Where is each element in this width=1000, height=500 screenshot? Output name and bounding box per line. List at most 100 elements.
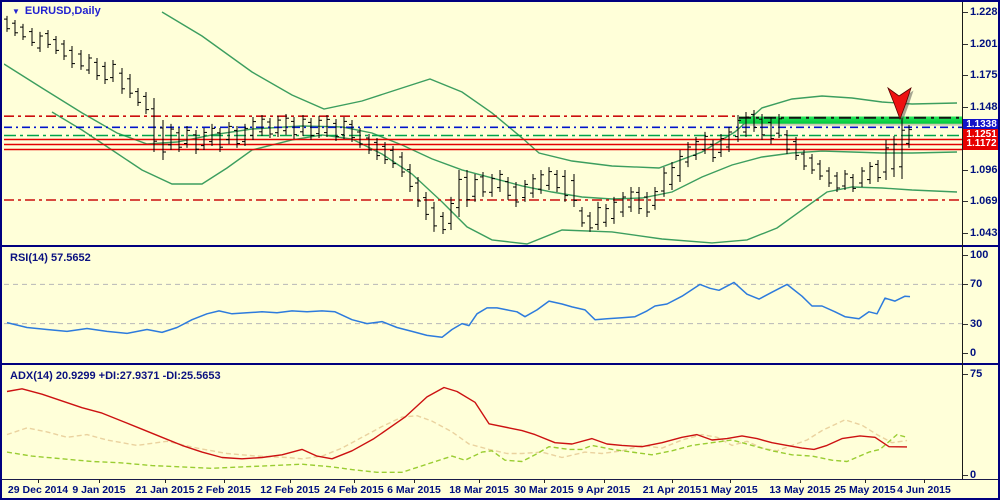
- ohlc-bar: [652, 187, 658, 210]
- axis-tick: [963, 107, 968, 108]
- ohlc-bar: [875, 160, 881, 182]
- ohlc-bar: [53, 36, 59, 54]
- ohlc-bar: [562, 170, 568, 202]
- adx-label: ADX(14) 20.9299 +DI:27.9371 -DI:25.5653: [10, 370, 221, 382]
- ohlc-bar: [283, 114, 289, 135]
- adx-panel[interactable]: [4, 365, 962, 479]
- panel-separator[interactable]: [2, 363, 998, 365]
- ohlc-bar: [37, 31, 43, 52]
- axis-tick: [963, 475, 968, 476]
- axis-tick: [963, 324, 968, 325]
- axis-tick: [963, 75, 968, 76]
- time-tick: [165, 479, 166, 483]
- ohlc-bar: [850, 174, 856, 192]
- date-label: 21 Apr 2015: [642, 484, 702, 496]
- ohlc-bar: [357, 128, 363, 148]
- price-tick-label: 1.0695: [970, 195, 998, 207]
- ohlc-bar: [275, 115, 281, 137]
- ohlc-bar: [333, 119, 339, 141]
- ohlc-bar: [308, 118, 314, 140]
- ohlc-bar: [636, 187, 642, 214]
- ohlc-bar: [693, 137, 699, 160]
- price-tick-label: 1.2280: [970, 6, 998, 18]
- panel-separator[interactable]: [2, 245, 998, 247]
- ohlc-bar: [726, 127, 732, 152]
- date-label: 9 Apr 2015: [577, 484, 631, 496]
- adx-series-plusDI: [6, 433, 908, 473]
- ohlc-bar: [184, 126, 190, 148]
- symbol-text: EURUSD,Daily: [24, 5, 101, 17]
- ohlc-bar: [595, 201, 601, 230]
- ohlc-bar: [891, 136, 897, 177]
- ohlc-bar: [4, 15, 10, 32]
- ohlc-bar: [834, 172, 840, 192]
- ohlc-bar: [710, 139, 716, 162]
- ohlc-bar: [431, 201, 437, 232]
- ohlc-bar: [440, 212, 446, 234]
- ohlc-bar: [603, 204, 609, 227]
- symbol-label[interactable]: ▼ EURUSD,Daily: [12, 5, 101, 17]
- ohlc-bar: [644, 192, 650, 217]
- ohlc-bar: [119, 68, 125, 94]
- rsi-tick-label: 70: [970, 278, 983, 290]
- ohlc-bar: [784, 130, 790, 154]
- time-tick: [865, 479, 866, 483]
- ohlc-bar: [143, 92, 149, 114]
- ohlc-bar: [522, 180, 528, 202]
- ohlc-bar: [530, 174, 536, 198]
- rsi-panel[interactable]: [4, 247, 962, 363]
- ohlc-bar: [267, 118, 273, 138]
- bollinger-upper: [161, 11, 958, 169]
- ohlc-bar: [29, 28, 35, 46]
- ohlc-bar: [209, 123, 215, 146]
- adx-series-ADX: [6, 386, 908, 460]
- sell-signal-arrow-icon: [887, 86, 912, 121]
- ohlc-bar: [160, 120, 166, 160]
- axis-tick: [963, 374, 968, 375]
- axis-tick: [963, 170, 968, 171]
- ohlc-bar: [78, 50, 84, 70]
- time-tick: [354, 479, 355, 483]
- price-chart[interactable]: [4, 4, 962, 245]
- ohlc-bar: [867, 162, 873, 184]
- date-label: 13 May 2015: [769, 484, 831, 496]
- adx-series-minusDI: [6, 415, 908, 460]
- ohlc-bar: [661, 167, 667, 197]
- date-label: 9 Jan 2015: [72, 484, 126, 496]
- chevron-down-icon[interactable]: ▼: [12, 6, 20, 16]
- axis-tick: [963, 284, 968, 285]
- ohlc-bar: [793, 137, 799, 160]
- ohlc-bar: [842, 170, 848, 190]
- axis-tick: [963, 233, 968, 234]
- time-tick: [924, 479, 925, 483]
- ohlc-bar: [702, 131, 708, 154]
- ohlc-bar: [801, 150, 807, 170]
- rsi-tick-label: 0: [970, 347, 977, 359]
- ohlc-bar: [448, 196, 454, 230]
- price-box-1.1338: 1.1338: [963, 119, 998, 131]
- axis-tick: [963, 201, 968, 202]
- ohlc-bar: [168, 123, 174, 150]
- bollinger-lower: [51, 111, 958, 245]
- ohlc-bar: [677, 150, 683, 182]
- date-label: 24 Feb 2015: [324, 484, 384, 496]
- date-label: 6 Mar 2015: [387, 484, 441, 496]
- price-tick-label: 1.0960: [970, 164, 998, 176]
- ohlc-bar: [86, 54, 92, 74]
- time-tick: [224, 479, 225, 483]
- date-label: 4 Jun 2015: [897, 484, 951, 496]
- ohlc-bar: [669, 162, 675, 190]
- ohlc-bar: [366, 134, 372, 154]
- rsi-label: RSI(14) 57.5652: [10, 252, 91, 264]
- rsi-tick-label: 100: [970, 249, 989, 261]
- bollinger-middle: [4, 63, 958, 200]
- price-tick-label: 1.1750: [970, 69, 998, 81]
- ohlc-bar: [546, 167, 552, 190]
- price-axis-line: [962, 2, 963, 479]
- ohlc-bar: [505, 177, 511, 200]
- price-tick-label: 1.2015: [970, 38, 998, 50]
- price-tick-label: 1.0430: [970, 227, 998, 239]
- time-axis-line: [2, 479, 998, 480]
- ohlc-bar: [176, 128, 182, 152]
- ohlc-bar: [415, 177, 421, 207]
